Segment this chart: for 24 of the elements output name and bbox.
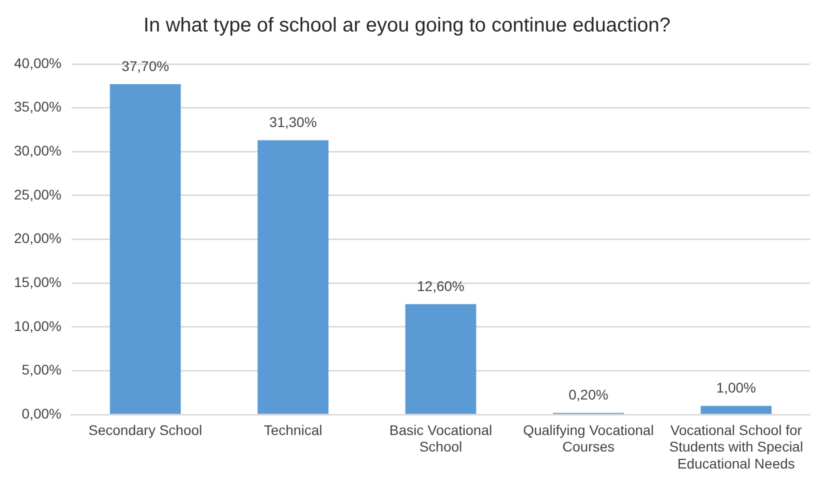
x-tick-label: Basic Vocational School (389, 422, 492, 455)
bar (258, 140, 328, 414)
y-tick-label: 10,00% (14, 318, 62, 334)
y-tick-label: 25,00% (14, 186, 62, 202)
y-tick-label: 40,00% (14, 54, 62, 71)
data-label: 0,20% (568, 386, 608, 403)
y-tick-label: 35,00% (14, 98, 62, 115)
x-tick-label: Qualifying Vocational Courses (523, 422, 654, 455)
y-tick-label: 5,00% (22, 362, 62, 378)
data-label: 31,30% (269, 114, 317, 130)
x-tick-label: Secondary School (88, 422, 202, 438)
data-label: 1,00% (716, 380, 756, 396)
x-tick-label: Vocational School for Students with Special Educational Needs (669, 422, 804, 472)
y-tick-label: 0,00% (22, 405, 62, 422)
y-tick-label: 20,00% (14, 230, 62, 246)
x-tick-label: Technical (264, 422, 322, 438)
y-tick-label: 30,00% (14, 142, 62, 159)
bar (110, 84, 181, 414)
y-tick-label: 15,00% (14, 274, 62, 290)
bar (700, 406, 772, 414)
data-label: 37,70% (122, 58, 170, 74)
data-label: 12,60% (417, 278, 464, 294)
chart-title: In what type of school ar eyou going to continue eduaction? (143, 14, 671, 37)
bar (405, 304, 476, 414)
